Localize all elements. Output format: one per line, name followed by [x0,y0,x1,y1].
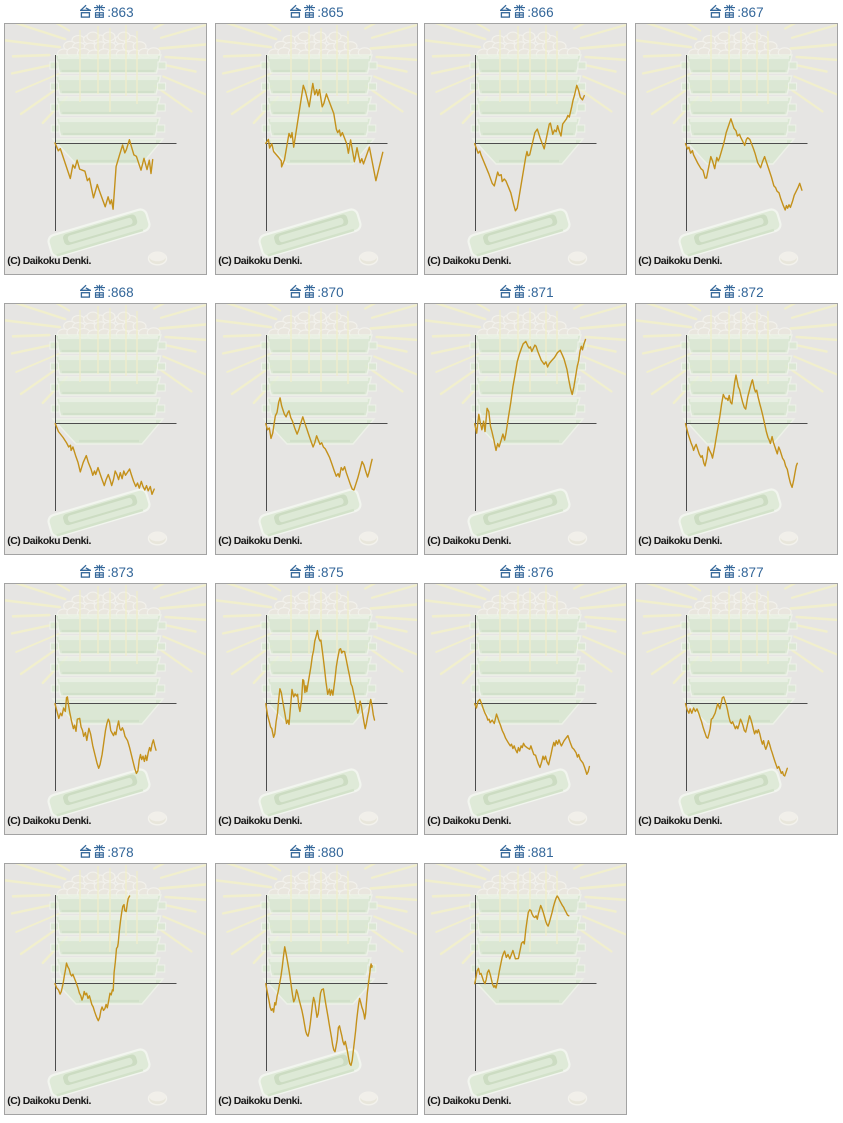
svg-text:(C) Daikoku Denki.: (C) Daikoku Denki. [427,816,511,827]
svg-text::871: :871 [527,285,553,300]
svg-text::876: :876 [527,565,553,580]
svg-text:(C) Daikoku Denki.: (C) Daikoku Denki. [427,536,511,547]
svg-text::872: :872 [737,285,763,300]
svg-text:(C) Daikoku Denki.: (C) Daikoku Denki. [427,1096,511,1107]
svg-text::880: :880 [317,845,343,860]
svg-text:(C) Daikoku Denki.: (C) Daikoku Denki. [638,536,722,547]
svg-text::865: :865 [317,5,343,20]
svg-text:(C) Daikoku Denki.: (C) Daikoku Denki. [7,816,91,827]
svg-text:(C) Daikoku Denki.: (C) Daikoku Denki. [218,816,302,827]
svg-text:(C) Daikoku Denki.: (C) Daikoku Denki. [218,1096,302,1107]
svg-text:(C) Daikoku Denki.: (C) Daikoku Denki. [218,536,302,547]
svg-text::881: :881 [527,845,553,860]
svg-text::867: :867 [737,5,763,20]
svg-text::875: :875 [317,565,343,580]
svg-text::878: :878 [107,845,133,860]
svg-text::870: :870 [317,285,343,300]
svg-text:(C) Daikoku Denki.: (C) Daikoku Denki. [638,256,722,267]
svg-text::877: :877 [737,565,763,580]
svg-text:(C) Daikoku Denki.: (C) Daikoku Denki. [7,536,91,547]
svg-text:(C) Daikoku Denki.: (C) Daikoku Denki. [427,256,511,267]
svg-text:(C) Daikoku Denki.: (C) Daikoku Denki. [7,1096,91,1107]
svg-text::866: :866 [527,5,553,20]
svg-text::863: :863 [107,5,133,20]
svg-text:(C) Daikoku Denki.: (C) Daikoku Denki. [638,816,722,827]
svg-text:(C) Daikoku Denki.: (C) Daikoku Denki. [7,256,91,267]
svg-text::868: :868 [107,285,133,300]
svg-text::873: :873 [107,565,133,580]
svg-text:(C) Daikoku Denki.: (C) Daikoku Denki. [218,256,302,267]
